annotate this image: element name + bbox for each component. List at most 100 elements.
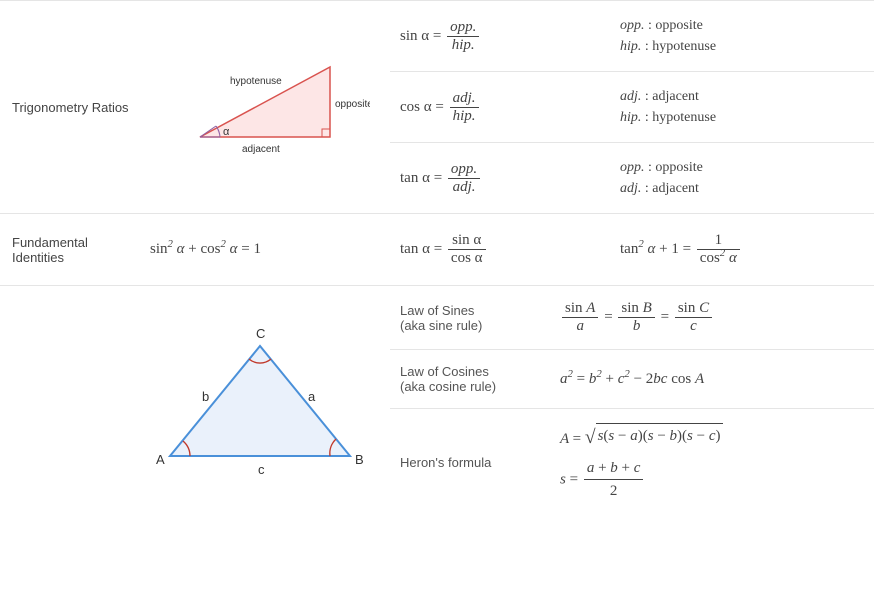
loc-b2: b	[653, 371, 661, 387]
heron-s2: s	[608, 428, 614, 444]
alpha-label: α	[223, 126, 230, 138]
sin-den: hip.	[447, 36, 479, 54]
trig-ratios-formulas: sin α = opp.hip. opp. : opposite hip. : …	[390, 1, 874, 213]
tan-den: adj.	[448, 178, 480, 196]
legend-full: hypotenuse	[652, 110, 716, 125]
heron-title-text: Heron's formula	[400, 455, 491, 470]
los-title: Law of Sines	[400, 303, 482, 318]
cos-num: adj.	[450, 90, 479, 107]
tan-num: opp.	[448, 161, 480, 178]
identity-1: sin2 α + cos2 α = 1	[140, 214, 390, 285]
side-c: c	[258, 462, 265, 477]
heron-s4: s	[687, 428, 693, 444]
adjacent-label: adjacent	[242, 144, 280, 155]
trig-ratios-label: Trigonometry Ratios	[0, 1, 140, 213]
vertex-B: B	[355, 452, 364, 467]
trig-ratios-row: Trigonometry Ratios α hypotenuse opposit…	[0, 0, 874, 213]
heron-a: a	[630, 428, 638, 444]
law-of-cosines-title: Law of Cosines (aka cosine rule)	[390, 350, 550, 408]
id3-cos: cos	[700, 250, 720, 266]
legend-full: adjacent	[652, 89, 699, 104]
loc-a: a	[560, 371, 568, 387]
heron-b2: b	[610, 460, 618, 476]
side-a: a	[308, 389, 316, 404]
legend-abbr: opp.	[620, 160, 645, 175]
id1-var1: α	[177, 241, 185, 257]
law-of-cosines-formula: a2 = b2 + c2 − 2bc cos A	[550, 357, 874, 402]
los-subtitle: (aka sine rule)	[400, 318, 482, 333]
heron-a2: a	[587, 460, 595, 476]
right-triangle-diagram: α hypotenuse opposite adjacent	[140, 1, 390, 213]
hypotenuse-label: hypotenuse	[230, 76, 282, 87]
heron-title: Heron's formula	[390, 441, 550, 484]
cos-lhs: cos α	[400, 98, 432, 114]
loc-subtitle: (aka cosine rule)	[400, 379, 496, 394]
legend-abbr: hip.	[620, 39, 641, 54]
heron-c2: c	[634, 460, 641, 476]
id2-den: cos α	[451, 250, 483, 266]
legend-abbr: adj.	[620, 89, 641, 104]
legend-full: opposite	[655, 18, 702, 33]
triangle-formulas: Law of Sines (aka sine rule) sin Aa = si…	[390, 286, 874, 517]
legend-full: hypotenuse	[652, 39, 716, 54]
loc-c2: c	[661, 371, 668, 387]
id3-denvar: α	[729, 250, 737, 266]
law-of-sines-formula: sin Aa = sin Bb = sin Cc	[550, 286, 874, 349]
los-a: a	[562, 317, 598, 335]
sin-lhs: sin α	[400, 27, 429, 43]
id1-cos: cos	[201, 241, 221, 257]
heron-A: A	[560, 431, 569, 447]
tan-formula: tan α = opp.adj.	[390, 147, 610, 210]
id1-var2: α	[230, 241, 238, 257]
tan-row: tan α = opp.adj. opp. : opposite adj. : …	[390, 142, 874, 213]
id3-tan: tan	[620, 241, 638, 257]
tan-legend: opp. : opposite adj. : adjacent	[610, 143, 874, 213]
heron-s5: s	[560, 471, 566, 487]
los-b: b	[618, 317, 654, 335]
legend-abbr: adj.	[620, 181, 641, 196]
loc-title: Law of Cosines	[400, 364, 496, 379]
triangle-row: A B C a b c Law of Sines (aka sine rule)…	[0, 285, 874, 517]
law-of-cosines-row: Law of Cosines (aka cosine rule) a2 = b2…	[390, 349, 874, 408]
tan-lhs: tan α	[400, 169, 430, 185]
heron-b: b	[670, 428, 678, 444]
vertex-A: A	[156, 452, 165, 467]
heron-formula: A = √s(s − a)(s − b)(s − c) s = a + b + …	[550, 409, 874, 517]
identity-2: tan α = sin αcos α	[390, 214, 610, 285]
opposite-label: opposite	[335, 99, 370, 110]
los-A: A	[586, 300, 595, 316]
general-triangle-diagram: A B C a b c	[140, 286, 390, 517]
heron-row: Heron's formula A = √s(s − a)(s − b)(s −…	[390, 408, 874, 517]
id2-lhs: tan α	[400, 241, 430, 257]
cos-row: cos α = adj.hip. adj. : adjacent hip. : …	[390, 71, 874, 142]
sin-legend: opp. : opposite hip. : hypotenuse	[610, 1, 874, 71]
cos-formula: cos α = adj.hip.	[390, 76, 610, 139]
sin-formula: sin α = opp.hip.	[390, 5, 610, 68]
id1-sin: sin	[150, 241, 168, 257]
legend-full: opposite	[655, 160, 702, 175]
heron-two: 2	[584, 479, 644, 503]
id2-num: sin α	[452, 232, 481, 248]
loc-A: A	[695, 371, 704, 387]
cos-legend: adj. : adjacent hip. : hypotenuse	[610, 72, 874, 142]
heron-s3: s	[648, 428, 654, 444]
identities-label: Fundamental Identities	[0, 214, 140, 285]
identity-3: tan2 α + 1 = 1cos2 α	[610, 214, 874, 285]
right-triangle-svg: α hypotenuse opposite adjacent	[160, 37, 370, 177]
heron-c: c	[709, 428, 716, 444]
identities-row: Fundamental Identities sin2 α + cos2 α =…	[0, 213, 874, 285]
los-c: c	[675, 317, 712, 335]
side-b: b	[202, 389, 209, 404]
triangle-label-cell	[0, 286, 140, 517]
id3-one: 1	[671, 241, 679, 257]
id3-num: 1	[697, 232, 740, 249]
los-C: C	[699, 300, 709, 316]
general-triangle-svg: A B C a b c	[150, 306, 380, 496]
sin-row: sin α = opp.hip. opp. : opposite hip. : …	[390, 1, 874, 71]
law-of-sines-row: Law of Sines (aka sine rule) sin Aa = si…	[390, 286, 874, 349]
los-B: B	[643, 300, 652, 316]
sin-num: opp.	[447, 19, 479, 36]
id1-rhs: 1	[254, 241, 262, 257]
cos-den: hip.	[450, 107, 479, 125]
legend-full: adjacent	[652, 181, 699, 196]
